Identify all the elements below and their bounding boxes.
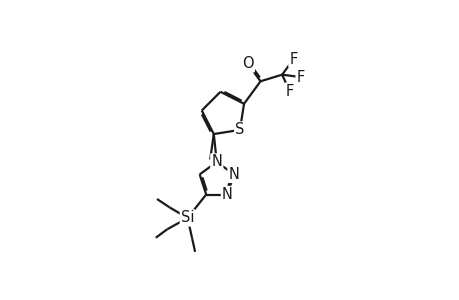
Text: O: O (241, 56, 253, 71)
Text: N: N (221, 187, 232, 202)
Text: F: F (296, 70, 304, 85)
Text: F: F (285, 84, 293, 99)
Text: Si: Si (180, 210, 194, 225)
Text: F: F (289, 52, 297, 67)
Text: N: N (211, 154, 222, 169)
Text: N: N (228, 167, 239, 182)
Text: S: S (235, 122, 244, 137)
